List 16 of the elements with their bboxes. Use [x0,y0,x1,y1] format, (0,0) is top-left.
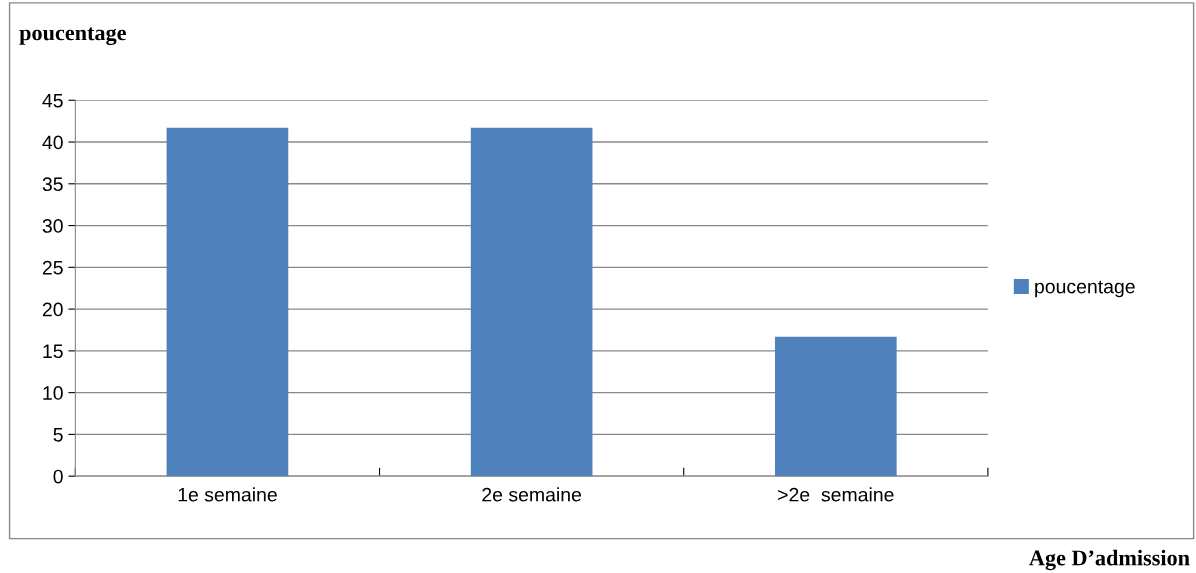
y-tick-label: 10 [43,386,63,400]
x-axis-title: Age D’admission [1029,549,1190,571]
y-tick-label: 5 [53,428,63,442]
legend-label: poucentage [1035,280,1135,298]
y-axis-title: poucentage [19,27,126,46]
y-tick-label: 30 [42,219,63,233]
y-tick-label: 35 [42,177,63,192]
y-tick-label: 25 [42,260,63,275]
x-tick-label: >2e semaine [778,487,894,502]
x-tick-label: 2e semaine [482,487,582,502]
y-tick-label: 15 [43,344,63,359]
y-tick-label: 45 [42,93,63,108]
y-tick-label: 40 [42,135,63,150]
y-tick-label: 20 [42,302,63,317]
y-tick-label: 0 [53,469,63,484]
x-tick-label: 1e semaine [178,487,277,502]
